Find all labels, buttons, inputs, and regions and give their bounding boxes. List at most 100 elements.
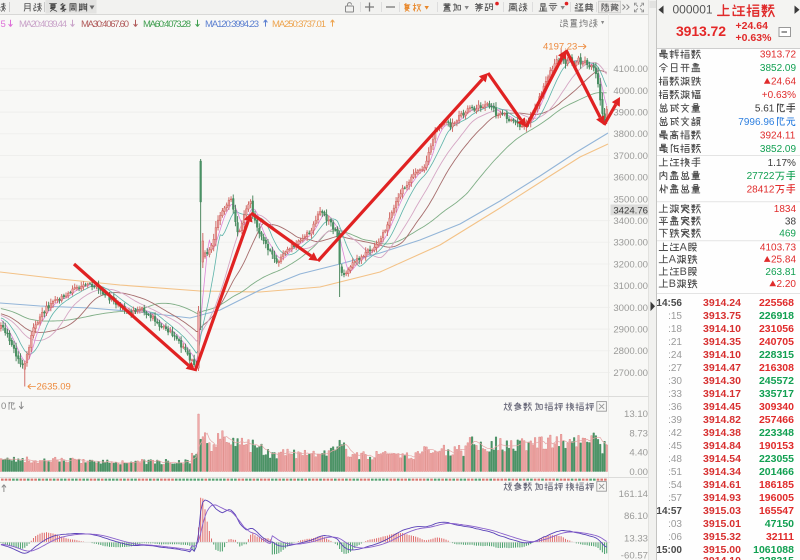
svg-text:28412: 28412 bbox=[747, 184, 775, 195]
svg-text:+0.63%: +0.63% bbox=[762, 90, 796, 101]
svg-text:309340: 309340 bbox=[759, 401, 794, 413]
svg-text:MA30:4067.60: MA30:4067.60 bbox=[81, 19, 129, 30]
svg-text:25.84: 25.84 bbox=[771, 255, 796, 266]
svg-text:240705: 240705 bbox=[759, 336, 794, 348]
svg-text:15:00: 15:00 bbox=[656, 545, 682, 556]
svg-text:3914.10: 3914.10 bbox=[703, 323, 741, 335]
svg-text:3914.30: 3914.30 bbox=[703, 375, 741, 387]
svg-text:161.14: 161.14 bbox=[619, 489, 649, 500]
svg-text:3915.01: 3915.01 bbox=[703, 518, 741, 530]
svg-text::42: :42 bbox=[668, 428, 682, 439]
svg-text:3100.00: 3100.00 bbox=[613, 281, 648, 292]
svg-text:-60.57: -60.57 bbox=[621, 551, 648, 560]
svg-text:2900.00: 2900.00 bbox=[613, 325, 648, 336]
svg-text:3914.38: 3914.38 bbox=[703, 427, 741, 439]
svg-text:4100.00: 4100.00 bbox=[613, 64, 648, 75]
svg-text::27: :27 bbox=[668, 363, 682, 374]
svg-text:3700.00: 3700.00 bbox=[613, 151, 648, 162]
svg-text:3914.24: 3914.24 bbox=[703, 297, 741, 309]
svg-text:3915.00: 3915.00 bbox=[703, 544, 741, 556]
svg-text:201466: 201466 bbox=[759, 466, 794, 478]
svg-text:0: 0 bbox=[1, 401, 6, 412]
svg-text:216308: 216308 bbox=[759, 362, 794, 374]
svg-text:228315: 228315 bbox=[759, 555, 794, 560]
svg-text:2.20: 2.20 bbox=[777, 279, 797, 290]
svg-text:2700.00: 2700.00 bbox=[613, 368, 648, 379]
svg-text:32111: 32111 bbox=[766, 531, 794, 543]
svg-text:3200.00: 3200.00 bbox=[613, 259, 648, 270]
svg-text::45: :45 bbox=[668, 441, 682, 452]
svg-text:3000.00: 3000.00 bbox=[613, 303, 648, 314]
svg-text:228315: 228315 bbox=[759, 349, 794, 361]
svg-text:1061088: 1061088 bbox=[753, 544, 794, 556]
svg-text:8.73: 8.73 bbox=[629, 428, 648, 439]
svg-text:3852.09: 3852.09 bbox=[760, 144, 797, 155]
svg-text:223055: 223055 bbox=[759, 453, 794, 465]
svg-text:A: A bbox=[669, 254, 677, 266]
svg-text:5.61: 5.61 bbox=[755, 104, 775, 115]
svg-text:4000.00: 4000.00 bbox=[613, 86, 648, 97]
svg-text:226918: 226918 bbox=[759, 310, 794, 322]
svg-text:3914.47: 3914.47 bbox=[703, 362, 741, 374]
svg-text:86.10: 86.10 bbox=[624, 511, 648, 522]
svg-text:263.81: 263.81 bbox=[765, 267, 796, 278]
svg-text:3424.76: 3424.76 bbox=[613, 205, 648, 216]
svg-text:245572: 245572 bbox=[759, 375, 794, 387]
svg-text:24.64: 24.64 bbox=[771, 77, 796, 88]
svg-text:3915.32: 3915.32 bbox=[703, 531, 741, 543]
svg-text::03: :03 bbox=[668, 519, 682, 530]
svg-text:3914.10: 3914.10 bbox=[703, 349, 741, 361]
svg-text::54: :54 bbox=[668, 480, 682, 491]
svg-text:3913.72: 3913.72 bbox=[760, 50, 797, 61]
svg-text:186185: 186185 bbox=[759, 479, 794, 491]
svg-text:196005: 196005 bbox=[759, 492, 794, 504]
svg-text::24: :24 bbox=[668, 350, 682, 361]
svg-text:3915.03: 3915.03 bbox=[703, 505, 741, 517]
svg-text:4197.23: 4197.23 bbox=[543, 42, 577, 53]
svg-text:4.40: 4.40 bbox=[629, 448, 648, 459]
svg-text:3914.84: 3914.84 bbox=[703, 440, 741, 452]
svg-text:3600.00: 3600.00 bbox=[613, 173, 648, 184]
svg-text:47150: 47150 bbox=[765, 518, 794, 530]
svg-text:257466: 257466 bbox=[759, 414, 794, 426]
svg-text:B: B bbox=[680, 266, 687, 278]
svg-text:14:56: 14:56 bbox=[656, 298, 682, 309]
svg-text:2800.00: 2800.00 bbox=[613, 346, 648, 357]
svg-text:231056: 231056 bbox=[759, 323, 794, 335]
svg-text:3500.00: 3500.00 bbox=[613, 194, 648, 205]
svg-text:3914.17: 3914.17 bbox=[703, 388, 741, 400]
svg-text::36: :36 bbox=[668, 402, 682, 413]
svg-text:3913.72: 3913.72 bbox=[676, 23, 726, 39]
svg-text:+0.63%: +0.63% bbox=[736, 32, 773, 44]
svg-text:190153: 190153 bbox=[759, 440, 794, 452]
svg-text:38: 38 bbox=[785, 216, 797, 227]
svg-text:27722: 27722 bbox=[747, 171, 775, 182]
svg-text:335717: 335717 bbox=[759, 388, 794, 400]
svg-text:1834: 1834 bbox=[774, 204, 797, 215]
svg-text:165547: 165547 bbox=[759, 505, 794, 517]
svg-text:MA60:4073.28: MA60:4073.28 bbox=[143, 19, 191, 30]
svg-text::18: :18 bbox=[668, 324, 682, 335]
svg-text:MA120:3994.23: MA120:3994.23 bbox=[205, 19, 259, 30]
svg-text:A: A bbox=[680, 242, 688, 254]
svg-text:3914.93: 3914.93 bbox=[703, 492, 741, 504]
svg-text:225568: 225568 bbox=[759, 297, 794, 309]
svg-text:3914.61: 3914.61 bbox=[703, 479, 741, 491]
svg-text::57: :57 bbox=[668, 493, 682, 504]
svg-text:3300.00: 3300.00 bbox=[613, 238, 648, 249]
svg-text::51: :51 bbox=[668, 467, 682, 478]
svg-text:3914.45: 3914.45 bbox=[703, 401, 741, 413]
svg-text:3852.09: 3852.09 bbox=[760, 63, 797, 74]
svg-text:7996.96: 7996.96 bbox=[738, 117, 775, 128]
svg-text:3900.00: 3900.00 bbox=[613, 108, 648, 119]
svg-text:3924.11: 3924.11 bbox=[760, 130, 796, 141]
svg-text:13.33: 13.33 bbox=[624, 534, 648, 545]
svg-text:0.00: 0.00 bbox=[629, 467, 648, 478]
svg-text:223348: 223348 bbox=[759, 427, 794, 439]
svg-text::39: :39 bbox=[668, 415, 682, 426]
svg-text:3400.00: 3400.00 bbox=[613, 216, 648, 227]
svg-text:3800.00: 3800.00 bbox=[613, 129, 648, 140]
svg-text:MA20:4039.44: MA20:4039.44 bbox=[19, 19, 67, 30]
svg-text:000001: 000001 bbox=[673, 3, 713, 17]
svg-text:5: 5 bbox=[1, 19, 6, 30]
